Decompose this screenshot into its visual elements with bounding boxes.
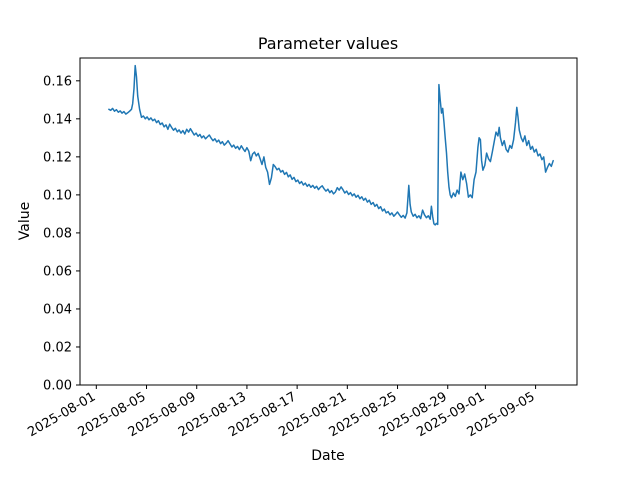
y-tick-label: 0.04 xyxy=(43,302,72,317)
plot-area xyxy=(79,57,578,386)
x-axis-label: Date xyxy=(311,448,345,464)
y-tick-label: 0.02 xyxy=(43,340,72,355)
y-tick-label: 0.12 xyxy=(43,150,72,165)
y-axis-label: Value xyxy=(17,201,33,241)
y-tick-label: 0.06 xyxy=(43,264,72,279)
series-line xyxy=(108,64,554,226)
y-tick-label: 0.16 xyxy=(43,74,72,89)
y-tick-label: 0.08 xyxy=(43,226,72,241)
y-tick-label: 0.00 xyxy=(43,379,72,394)
y-tick-label: 0.10 xyxy=(43,188,72,203)
y-tick-label: 0.14 xyxy=(43,112,72,127)
chart-title: Parameter values xyxy=(257,34,399,53)
